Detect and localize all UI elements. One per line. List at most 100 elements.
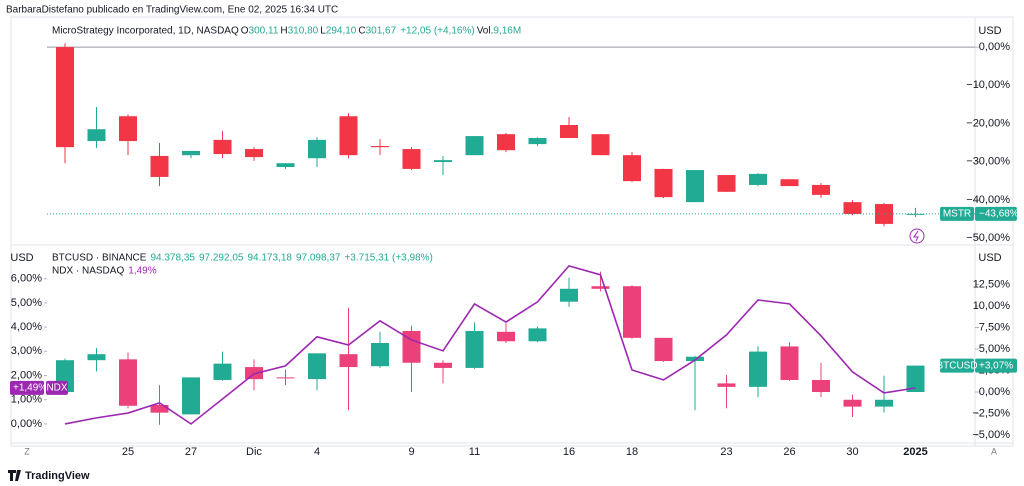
y2-tick-label: 10,00% — [973, 300, 1011, 312]
price-tag — [975, 358, 1017, 373]
y2-tick-label: −10,00% — [966, 79, 1010, 91]
candle-body — [623, 155, 641, 182]
candle-body — [213, 363, 232, 380]
scale-button[interactable]: A — [991, 446, 997, 456]
candle-body — [87, 129, 106, 142]
candle-body — [465, 330, 484, 368]
legend-value: 301,67 — [366, 26, 397, 37]
candle-body — [843, 399, 862, 407]
x-tick-label: Dic — [246, 446, 262, 458]
x-tick-label: 27 — [185, 446, 197, 458]
y2-tick-label: −2,50% — [972, 407, 1010, 419]
candle-body — [150, 404, 169, 413]
legend-value: 97.292,05 — [199, 253, 244, 264]
candle-body — [245, 149, 263, 158]
candle-body — [465, 136, 484, 156]
legend-value: +3.715,31 (+3,98%) — [344, 253, 432, 264]
legend-title: MicroStrategy Incorporated, 1D, NASDAQ — [52, 26, 239, 37]
x-tick-label: 25 — [122, 446, 134, 458]
alert-icon[interactable] — [909, 228, 925, 244]
y2-tick-label: 0,00% — [979, 386, 1010, 398]
series-tag-name: NDX — [46, 383, 67, 394]
legend-key: H — [280, 26, 287, 37]
x-tick-label: 30 — [846, 446, 858, 458]
x-tick-label: 4 — [314, 446, 320, 458]
legend-key: Vol. — [477, 26, 494, 37]
x-tick-label: 26 — [783, 446, 795, 458]
y2-tick-label: −20,00% — [966, 117, 1010, 129]
axis-currency: USD — [978, 252, 1001, 264]
candle-body — [308, 139, 326, 159]
y2-tick-label: 7,50% — [979, 321, 1010, 333]
candle-body — [749, 351, 767, 387]
candle-body — [371, 342, 389, 367]
series-tag-name: MSTR — [943, 209, 971, 220]
candle-body — [213, 139, 232, 155]
y2-tick-label: −30,00% — [966, 156, 1010, 168]
legend-value: +12,05 (+4,16%) — [400, 26, 475, 37]
candle-body — [528, 137, 547, 145]
candle-body — [402, 149, 421, 169]
legend-value: 310,80 — [288, 26, 319, 37]
candle-body — [150, 155, 169, 177]
y2-tick-label: 5,00% — [979, 343, 1010, 355]
price-tag-value: +1,49% — [13, 383, 47, 394]
y-tick-label: 0,00% — [11, 418, 42, 430]
candle-body — [749, 173, 767, 185]
y2-tick-label: 0,00% — [979, 41, 1010, 53]
series-tag — [940, 358, 974, 373]
y-tick-label: 4,00% — [11, 321, 42, 333]
series-tag — [940, 206, 974, 221]
candle-body — [717, 175, 736, 192]
legend-value: 300,11 — [249, 26, 279, 37]
scale-button[interactable]: Z — [24, 446, 30, 456]
legend-value: 294,10 — [326, 26, 357, 37]
y-tick-label: 1,00% — [11, 394, 42, 406]
candle-body — [276, 377, 295, 379]
legend-key: L — [320, 26, 326, 37]
price-tag — [10, 380, 44, 395]
legend-value: 1,49% — [128, 266, 156, 277]
x-tick-label: 11 — [469, 446, 480, 458]
candle-body — [434, 362, 452, 368]
y2-tick-label: −5,00% — [972, 429, 1010, 441]
candle-body — [371, 146, 389, 148]
series-tag-name: BTCUSD — [936, 360, 977, 371]
legend-value: 9,16M — [493, 26, 521, 37]
price-tag — [975, 206, 1017, 221]
y-tick-label: 3,00% — [11, 345, 42, 357]
candle-body — [623, 286, 641, 338]
legend-title: NDX · NASDAQ — [52, 266, 124, 277]
price-tag-value: +3,07% — [979, 360, 1013, 371]
frame — [10, 16, 1014, 447]
x-tick-label: 16 — [563, 446, 575, 458]
legend-value: 97.098,37 — [296, 253, 341, 264]
candle-body — [560, 288, 578, 302]
alert-icon-bolt — [913, 230, 919, 242]
candle-body — [119, 116, 137, 142]
candle-body — [339, 354, 358, 368]
candle-body — [906, 213, 925, 215]
price-tag-value: −43,68% — [979, 209, 1019, 220]
candle-body — [119, 359, 137, 406]
candle-body — [402, 330, 421, 363]
candle-body — [812, 184, 830, 195]
brand: TradingView — [25, 470, 90, 482]
x-tick-label: 18 — [626, 446, 638, 458]
candle-body — [560, 125, 578, 138]
axis-currency: USD — [978, 25, 1001, 37]
candle-body — [591, 286, 610, 289]
x-tick-label: 2025 — [903, 446, 927, 458]
candle-body — [497, 134, 515, 151]
candle-body — [812, 379, 830, 393]
y2-tick-label: 12,50% — [973, 278, 1011, 290]
candle-body — [686, 170, 704, 203]
y-tick-label: 6,00% — [11, 273, 42, 285]
candle-body — [906, 365, 925, 393]
candle-body — [591, 134, 610, 156]
candle-body — [339, 116, 358, 156]
candle-body — [308, 353, 326, 380]
candle-body — [686, 356, 704, 362]
candle-body — [182, 377, 200, 415]
